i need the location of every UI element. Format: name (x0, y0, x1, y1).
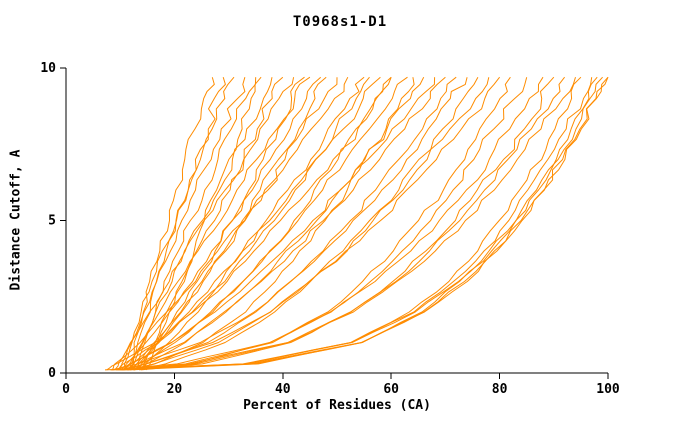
model-curve (116, 76, 370, 371)
model-curve (118, 77, 246, 370)
model-curve (111, 77, 468, 371)
model-curve (139, 76, 425, 371)
model-curve (111, 76, 349, 371)
model-curve (130, 77, 273, 371)
model-curve (127, 76, 381, 371)
x-tick-label: 60 (383, 382, 399, 397)
model-curve (121, 76, 322, 371)
model-curve (137, 76, 305, 371)
model-curve (128, 76, 446, 371)
x-tick-label: 20 (167, 382, 183, 397)
model-curve (123, 76, 235, 370)
model-curve (128, 77, 490, 371)
model-curve (122, 76, 457, 371)
x-tick-label: 80 (492, 382, 508, 397)
model-curve (104, 76, 603, 371)
model-curve (140, 76, 555, 371)
model-curve (123, 77, 528, 371)
model-curve (139, 76, 479, 371)
model-curve (129, 77, 226, 370)
model-curve (122, 76, 408, 371)
model-curve (117, 77, 436, 371)
x-tick-label: 100 (596, 382, 620, 397)
model-curve (134, 77, 257, 371)
model-curve (114, 77, 295, 371)
x-axis-label: Percent of Residues (CA) (243, 398, 431, 413)
axes (65, 68, 608, 374)
x-tick-label: 0 (62, 382, 70, 397)
model-curve (137, 76, 327, 370)
model-curve (141, 76, 284, 371)
x-tick-label: 40 (275, 382, 291, 397)
y-tick-label: 0 (48, 366, 56, 381)
y-axis-label: Distance Cutoff, A (8, 149, 24, 291)
model-curve (133, 77, 415, 371)
model-curve (112, 76, 544, 371)
chart-title: T0968s1-D1 (292, 14, 388, 30)
y-tick-label: 5 (48, 214, 56, 229)
model-curve (106, 76, 392, 371)
model-curve (129, 77, 215, 370)
y-tick-label: 10 (40, 61, 56, 76)
model-curve (119, 77, 576, 371)
model-curve (120, 76, 609, 371)
model-curve (117, 76, 500, 371)
model-curve (125, 76, 311, 371)
